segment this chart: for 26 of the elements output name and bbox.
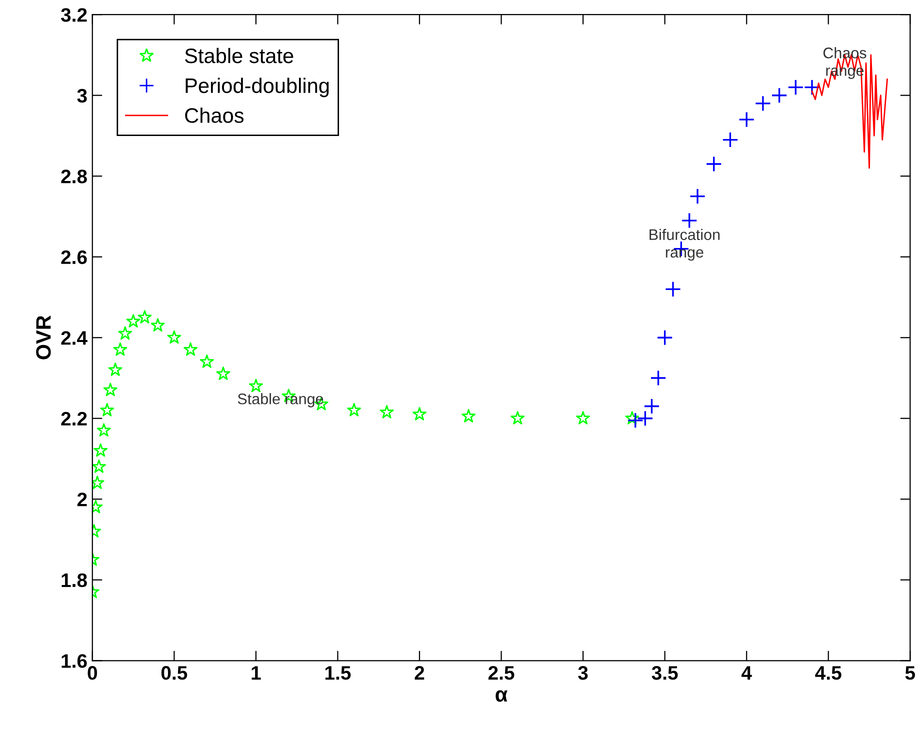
x-tick-label: 2 bbox=[414, 666, 424, 680]
x-tick-label: 0 bbox=[88, 666, 98, 680]
y-tick-label: 2.4 bbox=[61, 331, 88, 345]
y-tick-label: 2.2 bbox=[61, 412, 87, 426]
x-tick-label: 4.5 bbox=[815, 666, 842, 680]
y-tick-label: 2.6 bbox=[61, 250, 87, 264]
x-tick-label: 5 bbox=[905, 666, 916, 680]
y-tick-label: 2 bbox=[77, 492, 87, 506]
x-tick-label: 3.5 bbox=[652, 666, 678, 680]
x-tick-label: 2.5 bbox=[488, 666, 514, 680]
y-tick-label: 2.8 bbox=[61, 170, 87, 184]
y-tick-label: 1.6 bbox=[62, 654, 87, 668]
x-tick-label: 1 bbox=[252, 666, 261, 680]
x-tick-label: 0.5 bbox=[161, 666, 188, 680]
x-tick-label: 4 bbox=[741, 666, 752, 680]
y-tick-label: 3 bbox=[77, 88, 87, 103]
legend-label: Stable state bbox=[185, 48, 294, 64]
y-axis-title: OVR bbox=[36, 315, 51, 360]
legend-label: Period-doubling bbox=[186, 78, 329, 98]
y-tick-label: 3.2 bbox=[60, 8, 87, 22]
annotation: Bifurcation range bbox=[650, 228, 720, 261]
x-tick-label: 3 bbox=[578, 666, 588, 680]
x-axis-title: α bbox=[496, 690, 508, 702]
legend-label: Chaos bbox=[185, 108, 244, 123]
y-tick-label: 1.8 bbox=[62, 573, 87, 588]
x-tick-label: 1.5 bbox=[325, 666, 351, 680]
